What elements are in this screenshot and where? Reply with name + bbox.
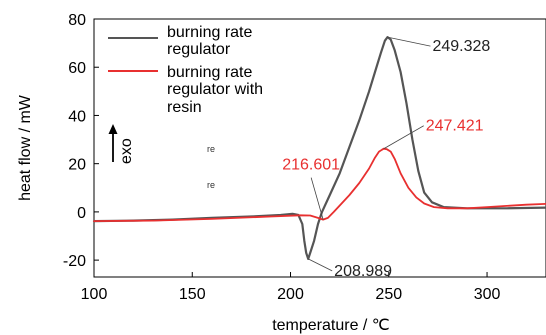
- x-tick-label: 250: [375, 286, 402, 303]
- exo-arrow-head: [108, 124, 118, 134]
- plot-frame: [93, 18, 546, 278]
- exo-indicator: exo: [108, 124, 135, 164]
- annotation-leader: [310, 177, 324, 220]
- y-tick-label: 80: [68, 12, 86, 29]
- annotation-label: 247.421: [426, 118, 484, 135]
- y-tick-label: -20: [63, 253, 86, 270]
- x-axis-label: temperature / ℃: [272, 317, 390, 334]
- x-tick-label: 150: [179, 286, 206, 303]
- annotation-label: 249.328: [432, 38, 490, 55]
- y-axis-label: heat flow / mW: [17, 94, 34, 201]
- x-axis-ticks: 100 150 200 250 300: [81, 272, 501, 303]
- y-tick-label: 40: [68, 108, 86, 125]
- y-tick-label: 20: [68, 157, 86, 174]
- annotation-leader: [308, 258, 333, 272]
- annotation-label: 216.601: [282, 157, 340, 174]
- y-tick-label: 60: [68, 60, 86, 77]
- legend-label-series-1-line-2: regulator: [167, 41, 231, 58]
- series-line-2: [93, 147, 546, 222]
- x-tick-label: 100: [81, 286, 108, 303]
- annotation-layer: 249.328 247.421 216.601 208.989: [282, 36, 490, 280]
- y-tick-label: 0: [77, 205, 86, 222]
- annotation-leader: [387, 36, 431, 47]
- series-layer: [92, 36, 546, 260]
- exo-label: exo: [118, 138, 135, 164]
- series-line-1: [92, 36, 546, 260]
- legend-label-series-2-line-3: resin: [167, 99, 202, 116]
- legend-label-series-1-line-1: burning rate: [167, 24, 252, 41]
- stray-label-1: re: [207, 144, 215, 154]
- x-tick-label: 200: [277, 286, 304, 303]
- x-tick-label: 300: [474, 286, 501, 303]
- stray-label-2: re: [207, 180, 215, 190]
- annotation-leader: [383, 125, 424, 150]
- annotation-label: 208.989: [334, 263, 392, 280]
- y-axis-ticks: -20 0 20 40 60 80: [63, 12, 99, 270]
- legend-label-series-2-line-2: regulator with: [167, 81, 263, 98]
- legend-label-series-2-line-1: burning rate: [167, 64, 252, 81]
- legend: burning rate regulator burning rate regu…: [108, 24, 263, 116]
